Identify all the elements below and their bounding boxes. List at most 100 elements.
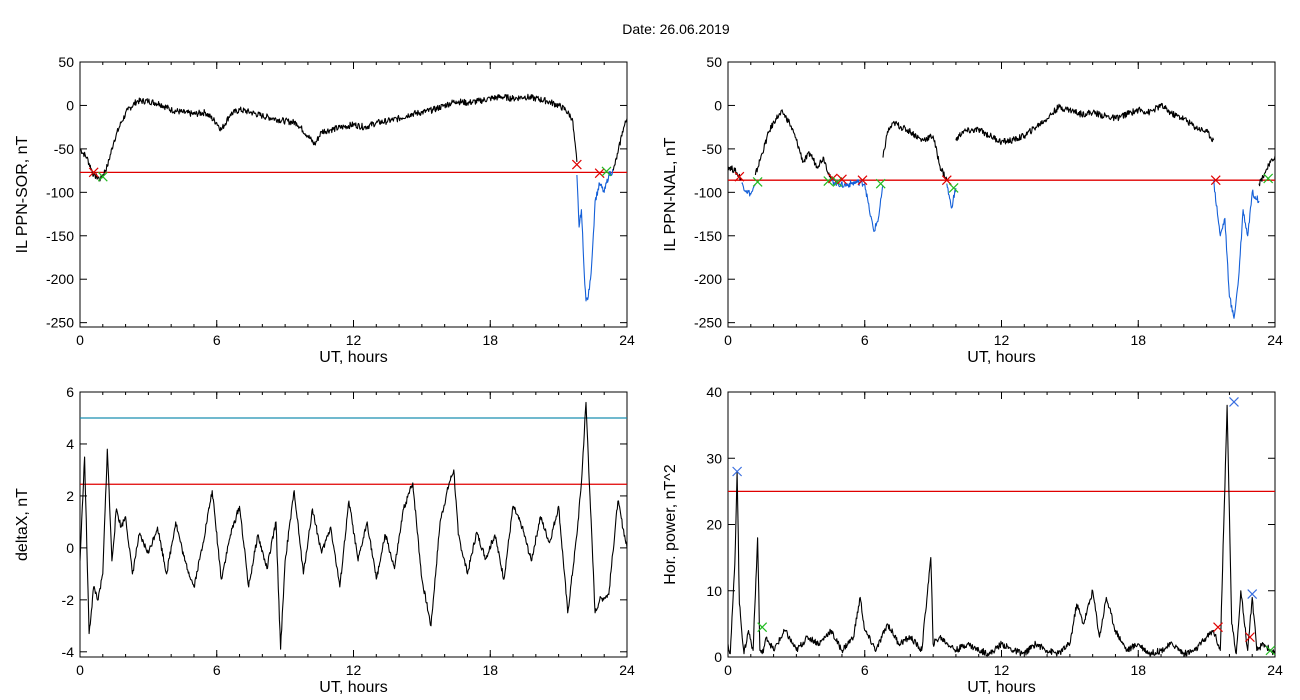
marker-red — [941, 175, 952, 186]
x-tick-label: 0 — [724, 662, 732, 678]
y-tick-label: -150 — [46, 228, 74, 244]
marker-red — [88, 167, 99, 178]
figure-title: Date: 26.06.2019 — [622, 21, 730, 37]
x-tick-label: 12 — [994, 332, 1010, 348]
y-tick-label: 0 — [66, 540, 74, 556]
marker-green — [601, 166, 612, 177]
marker-green — [757, 622, 768, 633]
y-tick-label: 0 — [714, 97, 722, 113]
plot-area — [80, 93, 627, 302]
y-tick-label: -250 — [46, 315, 74, 331]
x-tick-label: 12 — [994, 662, 1010, 678]
marker-green — [875, 178, 886, 189]
marker-red — [1245, 632, 1255, 643]
y-tick-label: -150 — [694, 228, 722, 244]
y-tick-label: -4 — [62, 644, 75, 660]
y-tick-label: -50 — [702, 141, 722, 157]
x-tick-label: 6 — [861, 662, 869, 678]
marker-red — [571, 159, 582, 170]
y-tick-label: -100 — [694, 184, 722, 200]
x-axis-label: UT, hours — [967, 679, 1035, 696]
plot-area — [80, 401, 627, 650]
y-tick-label: 40 — [706, 384, 722, 400]
y-axis-label: deltaX, nT — [14, 488, 31, 561]
marker-red — [857, 175, 868, 186]
x-tick-label: 0 — [724, 332, 732, 348]
x-tick-label: 24 — [619, 662, 635, 678]
marker-green — [1263, 173, 1274, 184]
series-line-black-0 — [728, 404, 1275, 657]
series-line-black-8 — [1258, 155, 1275, 187]
series-line-blue-1 — [741, 182, 756, 197]
x-axis-label: UT, hours — [967, 349, 1035, 366]
y-tick-label: 30 — [706, 450, 722, 466]
y-tick-label: -50 — [54, 141, 74, 157]
series-line-black-2 — [754, 109, 832, 180]
y-tick-label: 50 — [58, 54, 74, 70]
x-tick-label: 24 — [619, 332, 635, 348]
y-axis-label: Hor. power, nT^2 — [662, 464, 679, 585]
marker-red — [827, 173, 838, 184]
y-tick-label: 10 — [706, 583, 722, 599]
marker-red — [1213, 622, 1223, 633]
x-tick-label: 6 — [861, 332, 869, 348]
y-tick-label: -200 — [694, 271, 722, 287]
marker-green — [832, 176, 843, 187]
marker-blue — [1229, 397, 1239, 407]
y-tick-label: 50 — [706, 54, 722, 70]
plot-area — [728, 404, 1275, 657]
plot-frame — [727, 391, 1276, 658]
marker-green — [948, 183, 959, 193]
plot-nal: 0 6 12 18 24 50 0 -50 -100 -150 -200 -250 UT, hours I… — [662, 54, 1283, 366]
marker-blue — [1247, 589, 1258, 599]
marker-red — [734, 171, 745, 182]
y-tick-label: -100 — [46, 184, 74, 200]
y-tick-label: 6 — [66, 384, 74, 400]
series-line-blue-7 — [1212, 180, 1260, 319]
y-axis-label: IL PPN-NAL, nT — [662, 137, 679, 251]
x-tick-label: 0 — [76, 662, 84, 678]
plot-power: 0 6 12 18 24 40 30 20 10 0 UT, hours Hor. power, nT… — [662, 384, 1283, 696]
series-line-black-0 — [728, 165, 742, 181]
x-tick-label: 6 — [213, 662, 221, 678]
x-tick-label: 6 — [213, 332, 221, 348]
x-tick-label: 24 — [1267, 662, 1283, 678]
series-line-black-0 — [80, 93, 578, 182]
y-tick-label: -200 — [46, 271, 74, 287]
plot-frame — [727, 61, 1276, 328]
marker-green — [752, 176, 763, 187]
plot-deltax: 0 6 12 18 24 6 4 2 0 -2 -4 UT, hours deltaX, nT — [14, 384, 635, 696]
plot-area — [728, 102, 1275, 319]
x-tick-label: 18 — [482, 332, 498, 348]
series-line-black-4 — [882, 120, 948, 181]
x-tick-label: 0 — [76, 332, 84, 348]
y-tick-label: -2 — [62, 592, 75, 608]
x-axis-label: UT, hours — [319, 679, 387, 696]
y-tick-label: 2 — [66, 488, 74, 504]
plot-frame — [79, 391, 628, 658]
marker-green — [1265, 645, 1276, 656]
marker-green — [97, 171, 108, 182]
series-line-black-0 — [80, 401, 627, 650]
series-line-black-6 — [955, 102, 1215, 146]
y-tick-label: -250 — [694, 315, 722, 331]
series-line-black-2 — [612, 118, 627, 171]
x-tick-label: 12 — [346, 662, 362, 678]
x-tick-label: 24 — [1267, 332, 1283, 348]
x-tick-label: 12 — [346, 332, 362, 348]
plot-sor: 0 6 12 18 24 50 0 -50 -100 -150 -200 -250 UT, hours I… — [14, 54, 635, 366]
y-axis-label: IL PPN-SOR, nT — [14, 135, 31, 253]
x-tick-label: 18 — [1130, 662, 1146, 678]
marker-red — [837, 174, 847, 185]
series-line-blue-5 — [946, 183, 957, 209]
x-axis-label: UT, hours — [319, 349, 387, 366]
x-tick-label: 18 — [1130, 332, 1146, 348]
y-tick-label: 0 — [714, 649, 722, 665]
series-line-blue-3 — [830, 177, 884, 232]
marker-red — [1210, 175, 1221, 186]
series-line-blue-1 — [576, 168, 614, 302]
marker-green — [823, 176, 834, 186]
marker-blue — [732, 466, 743, 477]
x-tick-label: 18 — [482, 662, 498, 678]
